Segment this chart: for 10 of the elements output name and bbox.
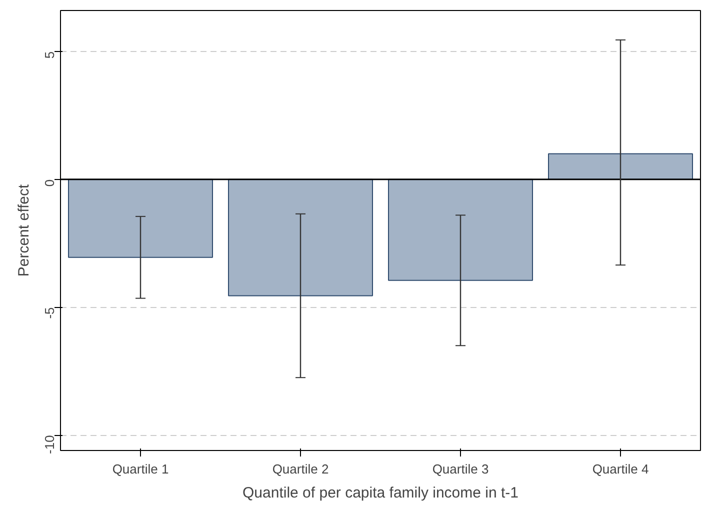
y-tick-label: 5 bbox=[42, 51, 57, 59]
y-axis-title: Percent effect bbox=[16, 184, 32, 277]
y-tick-label: 0 bbox=[42, 179, 57, 187]
y-tick-label: -5 bbox=[42, 307, 57, 319]
y-tick-label: -10 bbox=[42, 435, 57, 454]
x-tick-label: Quartile 4 bbox=[592, 462, 649, 476]
x-tick-label: Quartile 1 bbox=[112, 462, 169, 476]
x-tick-label: Quartile 3 bbox=[432, 462, 489, 476]
x-tick-label: Quartile 2 bbox=[272, 462, 329, 476]
x-axis-title: Quantile of per capita family income in t-1 bbox=[242, 484, 518, 502]
